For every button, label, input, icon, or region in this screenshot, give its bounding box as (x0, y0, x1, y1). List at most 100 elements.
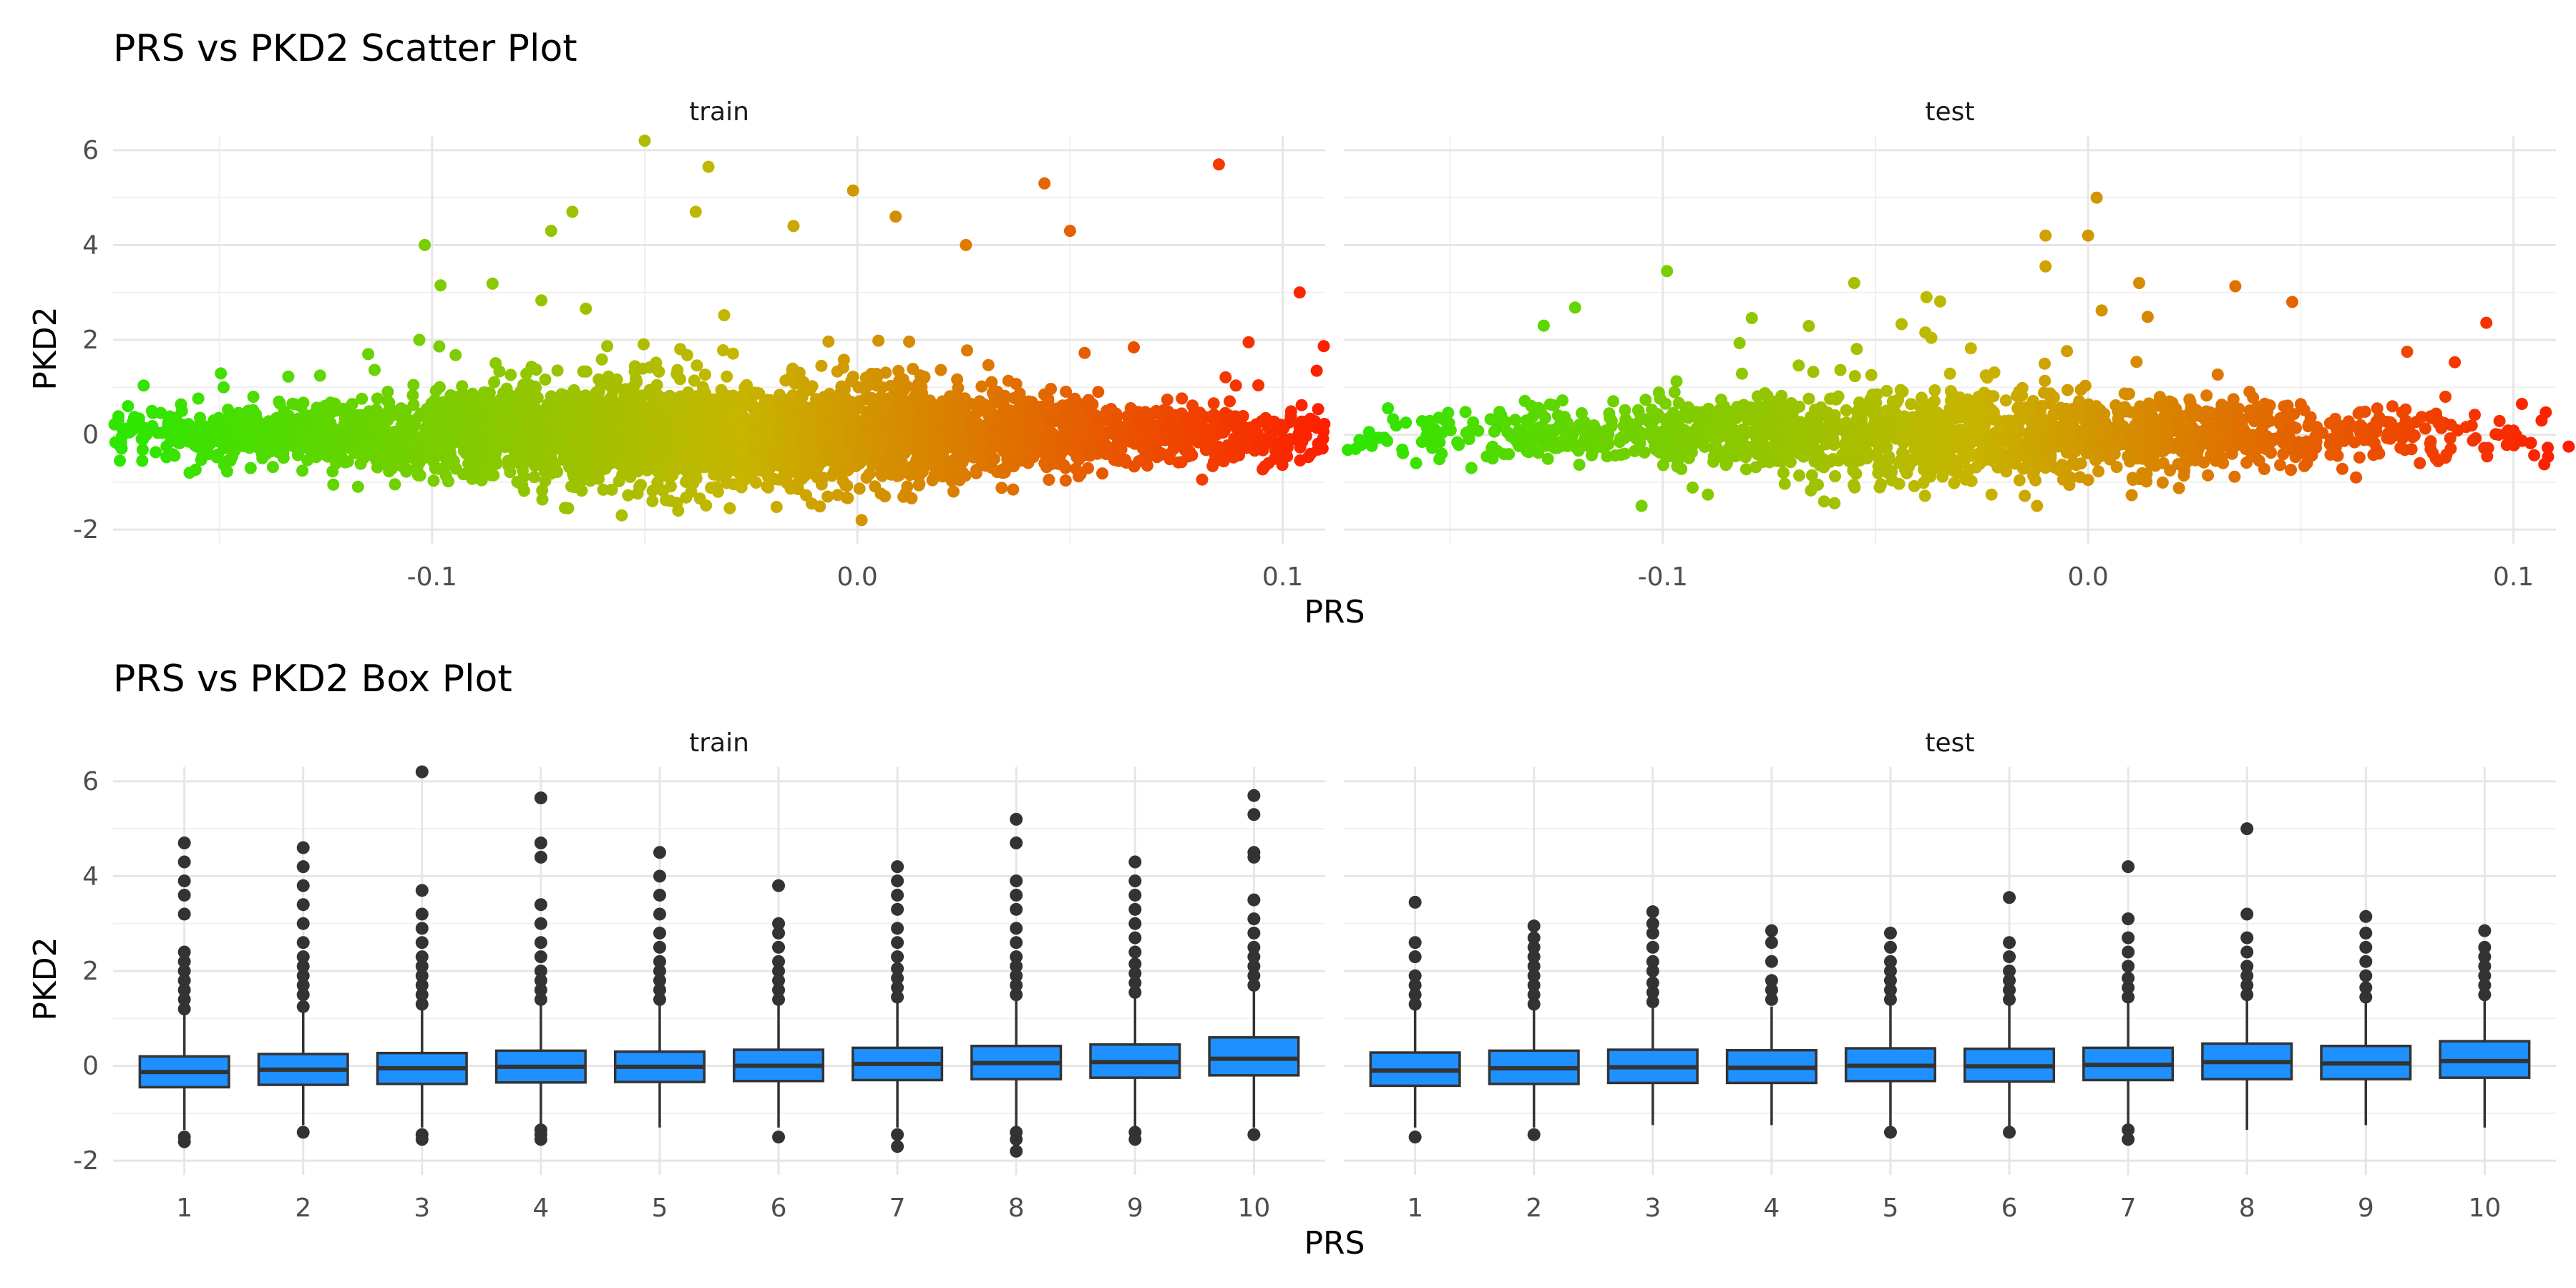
scatter-point (1850, 343, 1863, 356)
scatter-point (735, 474, 748, 487)
scatter-point (664, 407, 677, 420)
scatter-point (841, 492, 854, 504)
scatter-point (671, 364, 684, 376)
scatter-point (560, 389, 572, 402)
scatter-point (242, 416, 255, 429)
scatter-point (613, 397, 626, 410)
scatter-point (122, 400, 135, 413)
scatter-point (1219, 371, 1232, 384)
scatter-point (621, 422, 634, 435)
scatter-point (170, 436, 183, 448)
scatter-point (469, 460, 482, 473)
scatter-point (1829, 470, 1841, 482)
scatter-point (723, 502, 736, 514)
scatter-point (995, 442, 1008, 455)
scatter-point (1020, 447, 1033, 459)
scatter-point (1459, 406, 1472, 419)
scatter-point (858, 423, 871, 435)
scatter-point (1161, 394, 1174, 406)
scatter-point (1224, 395, 1236, 408)
scatter-point (175, 404, 188, 417)
scatter-point (847, 184, 859, 197)
scatter-point (626, 408, 639, 421)
scatter-point (1281, 450, 1294, 463)
scatter-point (356, 392, 369, 405)
scatter-point (405, 438, 418, 451)
scatter-point (514, 458, 527, 471)
scatter-point (1240, 441, 1253, 454)
scatter-point (338, 432, 351, 445)
scatter-point (1295, 399, 1308, 411)
scatter-point (282, 370, 295, 383)
scatter-point (982, 403, 995, 416)
scatter-point (592, 373, 605, 386)
scatter-point (698, 369, 711, 381)
scatter-point (687, 401, 700, 414)
x-tick-label: 0.0 (837, 562, 878, 592)
scatter-point (535, 294, 548, 307)
scatter-point (602, 409, 615, 422)
scatter-point (1186, 399, 1199, 412)
scatter-point (444, 389, 457, 401)
scatter-point (954, 442, 967, 455)
scatter-point (1229, 379, 1242, 392)
scatter-point (2019, 489, 2031, 502)
scatter-point (441, 455, 454, 468)
scatter-point (1317, 432, 1330, 445)
scatter-point (2285, 464, 2298, 477)
scatter-point (1176, 392, 1189, 405)
scatter-point (137, 379, 150, 392)
scatter-point (536, 484, 549, 497)
scatter-point (327, 478, 340, 491)
scatter-point (529, 459, 541, 472)
scatter-point (288, 398, 301, 411)
scatter-point (970, 426, 983, 439)
scatter-point (311, 431, 323, 444)
scatter-point (672, 504, 685, 517)
scatter-point (957, 467, 970, 479)
scatter-point (922, 436, 935, 449)
scatter-point (137, 433, 150, 446)
scatter-point (2039, 374, 2051, 387)
scatter-point (1118, 454, 1131, 466)
scatter-point (155, 406, 167, 419)
scatter-point (915, 422, 928, 435)
scatter-point (2274, 459, 2286, 472)
scatter-point (815, 478, 828, 491)
scatter-point (449, 348, 462, 361)
scatter-point (508, 401, 521, 414)
scatter-point (168, 449, 181, 462)
scatter-point (770, 501, 783, 513)
scatter-point (489, 457, 502, 469)
scatter-point (225, 438, 238, 451)
y-tick-label: 6 (82, 136, 99, 165)
scatter-point (1092, 386, 1105, 399)
scatter-point (884, 468, 897, 481)
scatter-point (717, 469, 730, 482)
scatter-point (664, 494, 677, 507)
scatter-point (822, 335, 835, 348)
scatter-point (892, 393, 905, 406)
scatter-point (631, 487, 644, 500)
scatter-point (1108, 444, 1121, 457)
scatter-point (136, 454, 149, 467)
scatter-point (667, 450, 680, 463)
scatter-point (279, 414, 292, 427)
scatter-point (266, 417, 278, 430)
scatter-point (244, 462, 257, 474)
scatter-point (636, 362, 649, 375)
scatter-point (879, 366, 892, 379)
scatter-point (505, 419, 518, 432)
scatter-point (504, 369, 517, 381)
scatter-point (536, 493, 549, 506)
scatter-point (1050, 436, 1063, 449)
scatter-point (810, 453, 823, 466)
scatter-point (965, 442, 977, 455)
scatter-point (952, 381, 965, 394)
scatter-point (673, 432, 686, 445)
scatter-point (409, 449, 422, 462)
scatter-point (1059, 474, 1072, 487)
scatter-point (890, 406, 903, 419)
scatter-point (1294, 454, 1307, 467)
scatter-point (2141, 311, 2154, 323)
